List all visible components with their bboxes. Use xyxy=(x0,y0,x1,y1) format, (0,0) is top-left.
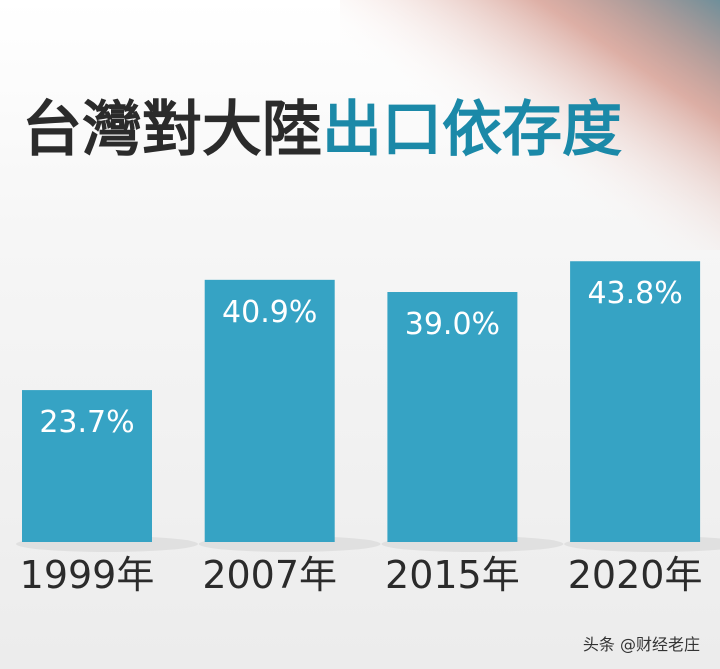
x-tick-label: 1999年 xyxy=(20,553,155,597)
value-label: 39.0% xyxy=(405,307,500,342)
value-label: 43.8% xyxy=(587,276,682,311)
x-tick-label: 2007年 xyxy=(202,553,337,597)
value-label: 23.7% xyxy=(39,405,134,440)
title-part: 台灣對大陸 xyxy=(22,95,322,165)
x-tick-label: 2020年 xyxy=(568,553,703,597)
bar xyxy=(204,279,335,542)
bar xyxy=(22,390,152,542)
watermark: 头条 @财经老庄 xyxy=(583,635,700,654)
value-label: 40.9% xyxy=(222,295,317,330)
photo-backdrop xyxy=(340,0,720,250)
x-tick-label: 2015年 xyxy=(385,553,520,597)
bar xyxy=(570,261,701,542)
chart-title: 台灣對大陸出口依存度 xyxy=(22,95,622,165)
bar xyxy=(387,292,518,542)
title-part: 出口依存度 xyxy=(322,95,622,165)
